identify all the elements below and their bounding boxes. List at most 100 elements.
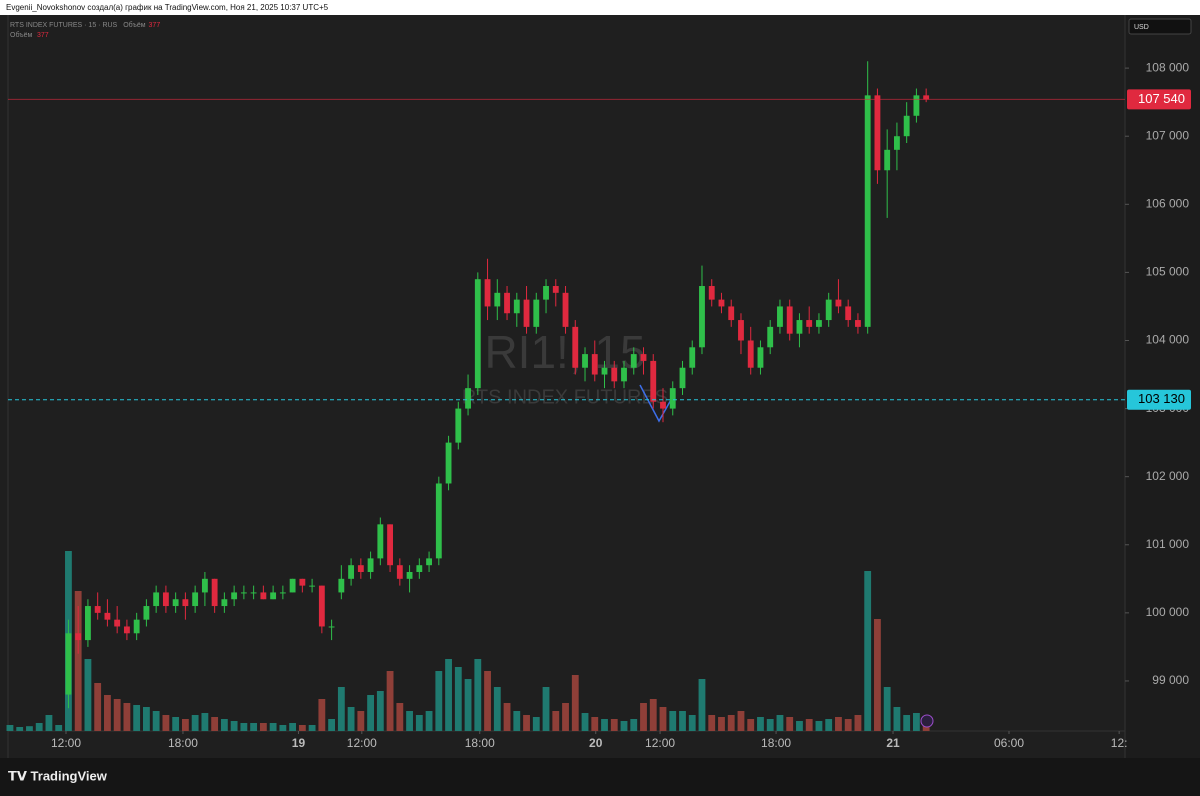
volume-bar: [757, 717, 764, 731]
candle-body: [114, 619, 121, 627]
volume-bar: [542, 687, 550, 731]
candle-body: [767, 326, 774, 348]
volume-bar: [133, 705, 141, 731]
volume-bar: [94, 683, 102, 731]
volume-value: 377: [149, 22, 161, 29]
candle-body: [591, 354, 598, 375]
drawing[interactable]: [639, 384, 673, 423]
volume-bar: [484, 671, 491, 731]
x-tick-label: 12:: [1111, 736, 1128, 750]
candle-body: [533, 299, 540, 327]
candle-body: [572, 326, 579, 368]
candle-body: [348, 565, 355, 579]
volume-bar: [16, 727, 24, 731]
candle-body: [738, 320, 744, 341]
volume-bar: [883, 687, 891, 731]
price-tag-label: 103 130: [1138, 391, 1185, 406]
volume-bar: [825, 719, 833, 731]
x-tick-label: 18:00: [761, 736, 791, 750]
volume-bar: [454, 667, 462, 731]
x-tick-label: 18:00: [465, 736, 495, 750]
candle-body: [299, 578, 306, 586]
candle-body: [913, 95, 920, 116]
volume-bar: [74, 591, 82, 731]
candle-body: [85, 606, 91, 641]
volume-bar: [630, 719, 638, 731]
candle-body: [874, 95, 881, 171]
volume-bar: [591, 717, 599, 731]
currency-box[interactable]: [1128, 18, 1192, 35]
volume-bar: [796, 721, 803, 731]
candle-body: [747, 340, 754, 368]
candle-body: [221, 599, 228, 607]
volume-bar: [805, 719, 813, 731]
candle-body: [845, 306, 852, 321]
volume-bar: [230, 721, 238, 731]
candle-body: [884, 149, 891, 171]
candle-body: [123, 626, 130, 634]
candle-body: [562, 292, 569, 327]
x-tick-label: 12:00: [51, 736, 81, 750]
volume-bar: [289, 723, 297, 731]
y-tick-label: 102 000: [1146, 469, 1190, 483]
volume-bar: [386, 671, 394, 731]
volume-bar: [601, 719, 608, 731]
series-title: RTS INDEX FUTURES · 15 · RUS: [10, 22, 118, 29]
event-icon[interactable]: [920, 714, 934, 728]
volume-bar: [903, 715, 911, 731]
candle-body: [484, 279, 491, 307]
x-tick-label: 12:00: [347, 736, 377, 750]
candle-body: [367, 558, 374, 573]
candle-body: [893, 136, 900, 150]
candle-body: [65, 633, 72, 695]
volume-bar: [854, 715, 862, 731]
candle-body: [825, 299, 832, 321]
candle-body: [757, 347, 764, 368]
candle-body: [611, 367, 618, 382]
volume-bar: [786, 717, 794, 731]
candle-body: [699, 286, 705, 348]
candle-body: [231, 592, 238, 600]
price-tag: [1127, 389, 1191, 410]
top-strip: [0, 0, 1200, 15]
volume-bar: [113, 699, 121, 731]
watermark: RI1!, 15: [484, 326, 645, 378]
candle-body: [75, 633, 82, 641]
y-tick-label: 104 000: [1146, 333, 1190, 347]
candle-body: [816, 320, 822, 327]
volume-bar: [279, 725, 287, 731]
candle-body: [474, 279, 481, 389]
volume-bar: [698, 679, 706, 731]
candle-body: [796, 320, 803, 334]
candle-body: [104, 612, 111, 620]
y-tick-label: 105 000: [1146, 265, 1190, 279]
candle-body: [387, 524, 394, 566]
volume-bar: [649, 699, 657, 731]
volume-bar: [503, 703, 511, 731]
volume-bar: [84, 659, 92, 731]
candle-body: [406, 572, 413, 579]
volume-bar: [844, 719, 852, 731]
volume-bar: [640, 703, 647, 731]
credit: Evgenii_Novokshonov создал(а) график на …: [6, 3, 329, 12]
candle-body: [435, 483, 442, 559]
currency: USD: [1134, 24, 1149, 31]
volume-bar: [298, 725, 306, 731]
volume-bar: [874, 619, 881, 731]
volume-bar: [357, 711, 365, 731]
price-tag: [1127, 89, 1191, 110]
candle-body: [650, 360, 657, 402]
candle-body: [396, 565, 403, 579]
volume-bar: [727, 715, 735, 731]
candle-body: [143, 606, 150, 620]
volume-bar: [104, 695, 111, 731]
candle-body: [357, 565, 364, 573]
candle-body: [426, 558, 432, 566]
volume-bar: [513, 711, 521, 731]
volume-bar: [815, 721, 823, 731]
volume-bar: [893, 707, 901, 731]
candle-body: [162, 592, 169, 607]
volume-bar: [532, 717, 540, 731]
volume-bar: [552, 711, 560, 731]
candle-body: [133, 619, 140, 634]
